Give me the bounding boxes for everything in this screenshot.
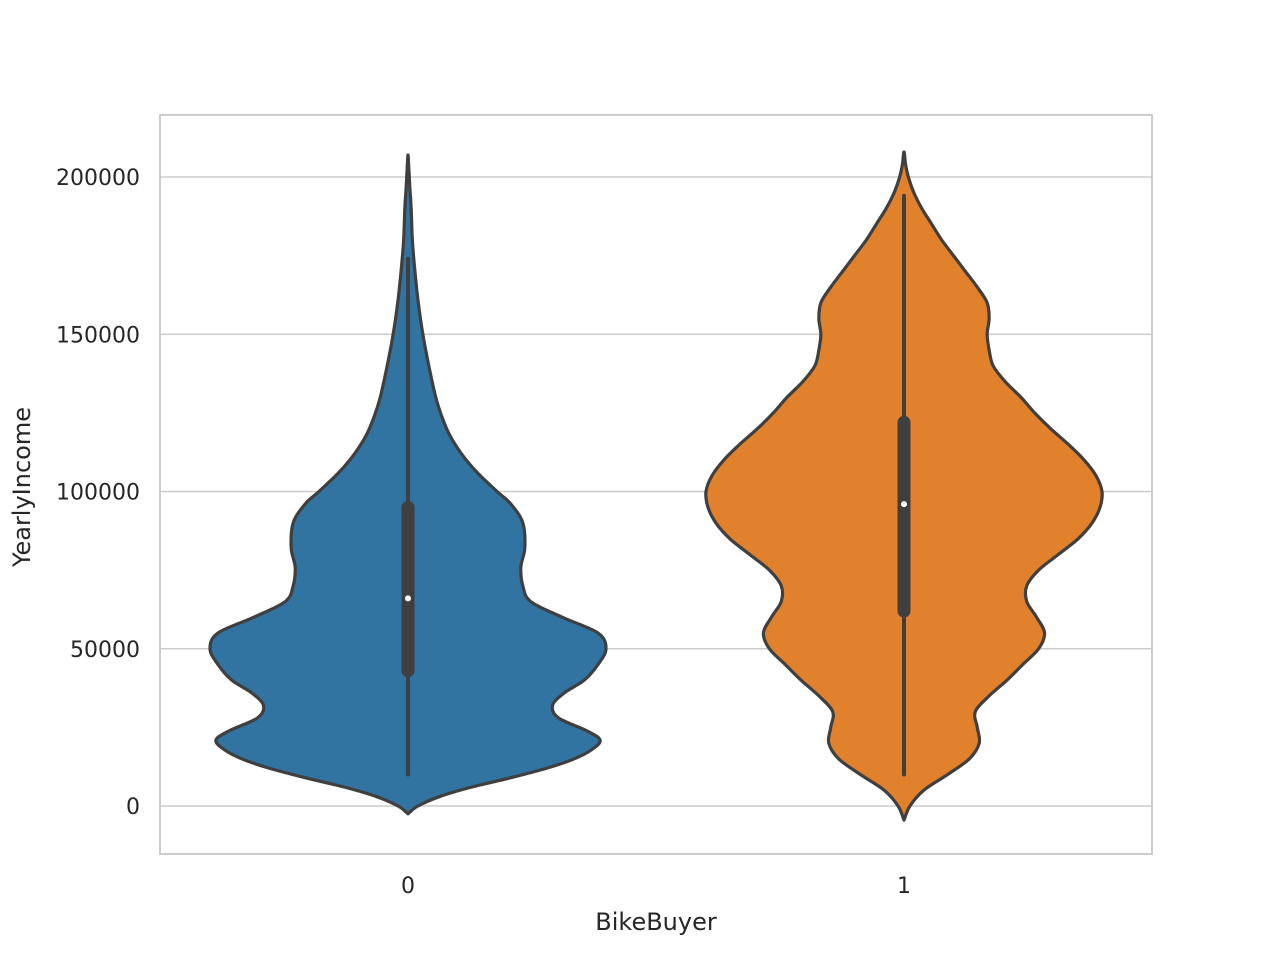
violins — [208, 150, 1104, 822]
x-tick-label: 1 — [897, 874, 911, 899]
violin-median-point — [901, 501, 907, 508]
x-axis-label: BikeBuyer — [595, 908, 717, 936]
y-tick-label: 50000 — [70, 638, 140, 663]
y-tick-label: 150000 — [56, 323, 140, 348]
x-tick-label: 0 — [401, 874, 415, 899]
plot-frame — [159, 114, 1153, 855]
y-axis-label: YearlyIncome — [8, 407, 36, 568]
y-tick-label: 0 — [126, 795, 140, 820]
violin-median-point — [405, 595, 411, 602]
y-tick-label: 100000 — [56, 481, 140, 506]
y-tick-labels: 0 50000 100000 150000 200000 — [56, 166, 140, 820]
y-tick-label: 200000 — [56, 166, 140, 191]
